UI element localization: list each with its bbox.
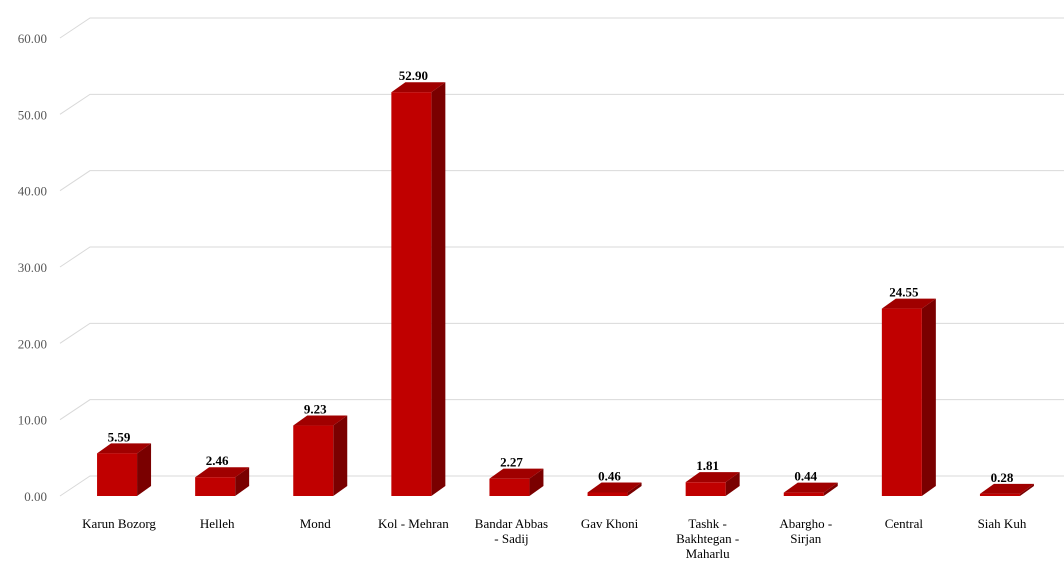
bar-front	[195, 477, 236, 496]
bar-side	[529, 468, 544, 496]
bar-side	[1019, 483, 1034, 496]
y-axis-tick-labels: 0.00 10.00 20.00 30.00 40.00 50.00 60.00	[18, 31, 47, 504]
category-label: Central	[885, 516, 924, 531]
bar	[979, 483, 1034, 496]
y-tick-label: 40.00	[18, 184, 47, 199]
bar-front	[97, 453, 138, 496]
bar-top	[979, 483, 1034, 494]
bar-front	[293, 425, 334, 496]
bar	[391, 82, 446, 497]
data-label: 2.27	[500, 455, 523, 470]
bar	[881, 298, 936, 496]
category-label: Abargho -Sirjan	[779, 516, 832, 546]
bar-front	[881, 308, 922, 496]
bar	[293, 415, 348, 496]
bar-side	[235, 467, 250, 496]
bar-top	[685, 472, 740, 483]
bar-top	[293, 415, 348, 426]
y-tick-label: 50.00	[18, 107, 47, 122]
category-label: Helleh	[200, 516, 235, 531]
bar-top	[587, 482, 642, 493]
category-label: Tashk -Bakhtegan -Maharlu	[676, 516, 739, 561]
y-tick-label: 0.00	[24, 489, 47, 504]
bar	[97, 443, 152, 496]
data-label: 0.46	[598, 468, 621, 483]
data-label: 9.23	[304, 402, 327, 417]
data-label: 0.28	[991, 470, 1014, 485]
bar-side	[431, 82, 446, 497]
gridline	[59, 399, 1064, 421]
bar-top	[783, 482, 838, 493]
bar	[685, 472, 740, 496]
data-label: 1.81	[696, 458, 719, 473]
bar-front	[489, 478, 530, 496]
data-label: 24.55	[889, 285, 919, 300]
bar	[783, 482, 838, 496]
category-label: Mond	[300, 516, 332, 531]
y-tick-label: 60.00	[18, 31, 47, 46]
bars	[97, 82, 1034, 497]
bar-top	[391, 82, 446, 93]
y-tick-label: 20.00	[18, 336, 47, 351]
data-label: 0.44	[794, 469, 817, 484]
category-label: Kol - Mehran	[378, 516, 449, 531]
category-label: Gav Khoni	[581, 516, 639, 531]
bar-side	[823, 482, 838, 496]
bar-top	[195, 467, 250, 478]
bar-side	[921, 298, 936, 496]
bar-front	[587, 492, 628, 496]
category-labels: Karun Bozorg Helleh Mond Kol - Mehran Bandar…	[82, 516, 1027, 561]
bar-front	[391, 92, 432, 497]
category-label: Bandar Abbas - Sadij	[475, 516, 548, 546]
y-tick-label: 30.00	[18, 260, 47, 275]
data-label: 5.59	[108, 429, 131, 444]
gridline	[59, 170, 1064, 192]
gridline	[59, 322, 1064, 344]
gridline	[59, 246, 1064, 268]
gridline	[59, 93, 1064, 115]
bar-side	[137, 443, 152, 496]
bar-side	[627, 482, 642, 496]
bar-front	[783, 492, 824, 496]
bar-side	[725, 472, 740, 496]
bar-top	[97, 443, 152, 454]
category-label: Siah Kuh	[978, 516, 1027, 531]
bar-side	[333, 415, 348, 496]
bar-front	[685, 482, 726, 496]
data-label: 2.46	[206, 453, 229, 468]
bar-front	[979, 493, 1020, 496]
y-tick-label: 10.00	[18, 413, 47, 428]
category-label: Karun Bozorg	[82, 516, 156, 531]
bar	[587, 482, 642, 496]
gridline	[59, 17, 1064, 39]
bar-top	[881, 298, 936, 309]
gridlines	[59, 17, 1064, 497]
bar	[195, 467, 250, 496]
bar	[489, 468, 544, 496]
data-labels: 5.59 2.46 9.23 52.90 2.27 0.46 1.81 0.44 24.55 0.…	[108, 68, 1014, 485]
bar-top	[489, 468, 544, 479]
data-label: 52.90	[399, 68, 428, 83]
